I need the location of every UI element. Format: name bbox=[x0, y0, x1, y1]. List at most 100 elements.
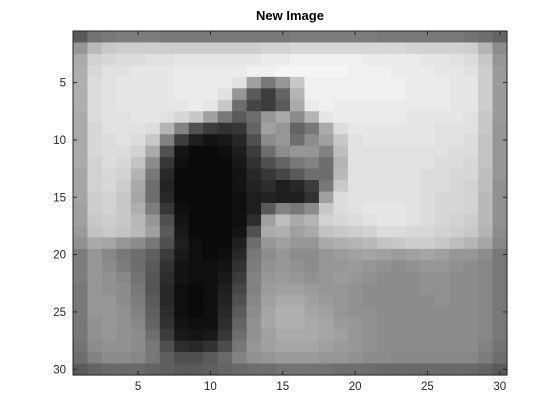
heatmap-cell bbox=[247, 283, 262, 295]
heatmap-cell bbox=[290, 249, 305, 261]
heatmap-cell bbox=[464, 134, 479, 146]
heatmap-cell bbox=[304, 226, 319, 238]
heatmap-cell bbox=[131, 180, 146, 192]
heatmap-cell bbox=[391, 77, 406, 89]
heatmap-cell bbox=[478, 134, 493, 146]
heatmap-cell bbox=[218, 352, 233, 364]
heatmap-cell bbox=[391, 249, 406, 261]
heatmap-cell bbox=[420, 123, 435, 135]
heatmap-cell bbox=[493, 237, 508, 249]
heatmap-cell bbox=[218, 146, 233, 158]
heatmap-cell bbox=[131, 237, 146, 249]
heatmap-cell bbox=[406, 283, 421, 295]
heatmap-cell bbox=[464, 192, 479, 204]
heatmap-cell bbox=[145, 341, 160, 353]
heatmap-cell bbox=[493, 146, 508, 158]
heatmap-cell bbox=[435, 260, 450, 272]
x-tick-label: 30 bbox=[493, 381, 506, 393]
heatmap-cell bbox=[449, 272, 464, 284]
heatmap-cell bbox=[87, 157, 102, 169]
heatmap-cell bbox=[420, 42, 435, 54]
heatmap-cell bbox=[362, 329, 377, 341]
heatmap-cell bbox=[116, 203, 131, 215]
heatmap-cell bbox=[435, 134, 450, 146]
heatmap-cell bbox=[145, 42, 160, 54]
heatmap-cell bbox=[333, 157, 348, 169]
heatmap-cell bbox=[435, 283, 450, 295]
heatmap-cell bbox=[131, 111, 146, 123]
heatmap-cell bbox=[116, 192, 131, 204]
heatmap-cell bbox=[261, 42, 276, 54]
heatmap-cell bbox=[247, 329, 262, 341]
heatmap-cell bbox=[348, 352, 363, 364]
heatmap-cell bbox=[102, 111, 117, 123]
heatmap-cell bbox=[232, 157, 247, 169]
heatmap-cell bbox=[435, 169, 450, 181]
heatmap-cell bbox=[87, 352, 102, 364]
heatmap-cell bbox=[362, 341, 377, 353]
heatmap-cell bbox=[304, 111, 319, 123]
heatmap-cell bbox=[102, 88, 117, 100]
heatmap-cell bbox=[232, 341, 247, 353]
heatmap-cell bbox=[189, 123, 204, 135]
heatmap-cell bbox=[493, 214, 508, 226]
heatmap-cell bbox=[449, 214, 464, 226]
heatmap-cell bbox=[87, 192, 102, 204]
heatmap-cell bbox=[377, 180, 392, 192]
heatmap-cell bbox=[145, 54, 160, 66]
heatmap-cell bbox=[449, 169, 464, 181]
heatmap-cell bbox=[174, 157, 189, 169]
heatmap-cell bbox=[464, 283, 479, 295]
heatmap-cell bbox=[362, 123, 377, 135]
heatmap-cell bbox=[247, 341, 262, 353]
heatmap-cell bbox=[145, 180, 160, 192]
heatmap-cell bbox=[449, 329, 464, 341]
heatmap-cell bbox=[290, 272, 305, 284]
heatmap-cells bbox=[73, 31, 508, 376]
heatmap-cell bbox=[174, 341, 189, 353]
heatmap-cell bbox=[464, 180, 479, 192]
heatmap-cell bbox=[304, 341, 319, 353]
heatmap-cell bbox=[464, 123, 479, 135]
heatmap-cell bbox=[464, 157, 479, 169]
heatmap-cell bbox=[232, 123, 247, 135]
heatmap-cell bbox=[304, 237, 319, 249]
heatmap-cell bbox=[304, 260, 319, 272]
heatmap-cell bbox=[304, 364, 319, 376]
heatmap-cell bbox=[304, 180, 319, 192]
heatmap-cell bbox=[73, 283, 88, 295]
heatmap-cell bbox=[174, 100, 189, 112]
heatmap-cell bbox=[333, 237, 348, 249]
heatmap-cell bbox=[189, 341, 204, 353]
heatmap-cell bbox=[435, 31, 450, 43]
heatmap-cell bbox=[478, 146, 493, 158]
heatmap-cell bbox=[247, 146, 262, 158]
heatmap-cell bbox=[261, 77, 276, 89]
heatmap-cell bbox=[218, 272, 233, 284]
heatmap-cell bbox=[102, 249, 117, 261]
heatmap-cell bbox=[478, 341, 493, 353]
heatmap-cell bbox=[362, 157, 377, 169]
heatmap-cell bbox=[160, 100, 175, 112]
heatmap-cell bbox=[478, 42, 493, 54]
y-tick-label: 30 bbox=[53, 364, 66, 376]
heatmap-cell bbox=[333, 306, 348, 318]
heatmap-cell bbox=[203, 169, 218, 181]
heatmap-cell bbox=[189, 214, 204, 226]
heatmap-cell bbox=[87, 295, 102, 307]
heatmap-cell bbox=[145, 306, 160, 318]
heatmap-cell bbox=[493, 42, 508, 54]
heatmap-cell bbox=[449, 123, 464, 135]
x-tick-label: 10 bbox=[204, 381, 217, 393]
heatmap-cell bbox=[87, 42, 102, 54]
heatmap-cell bbox=[276, 77, 291, 89]
heatmap-cell bbox=[232, 100, 247, 112]
heatmap-cell bbox=[304, 306, 319, 318]
heatmap-cell bbox=[435, 88, 450, 100]
heatmap-cell bbox=[73, 214, 88, 226]
heatmap-cell bbox=[276, 54, 291, 66]
heatmap-cell bbox=[333, 42, 348, 54]
heatmap-cell bbox=[493, 329, 508, 341]
heatmap-cell bbox=[145, 226, 160, 238]
heatmap-cell bbox=[493, 341, 508, 353]
